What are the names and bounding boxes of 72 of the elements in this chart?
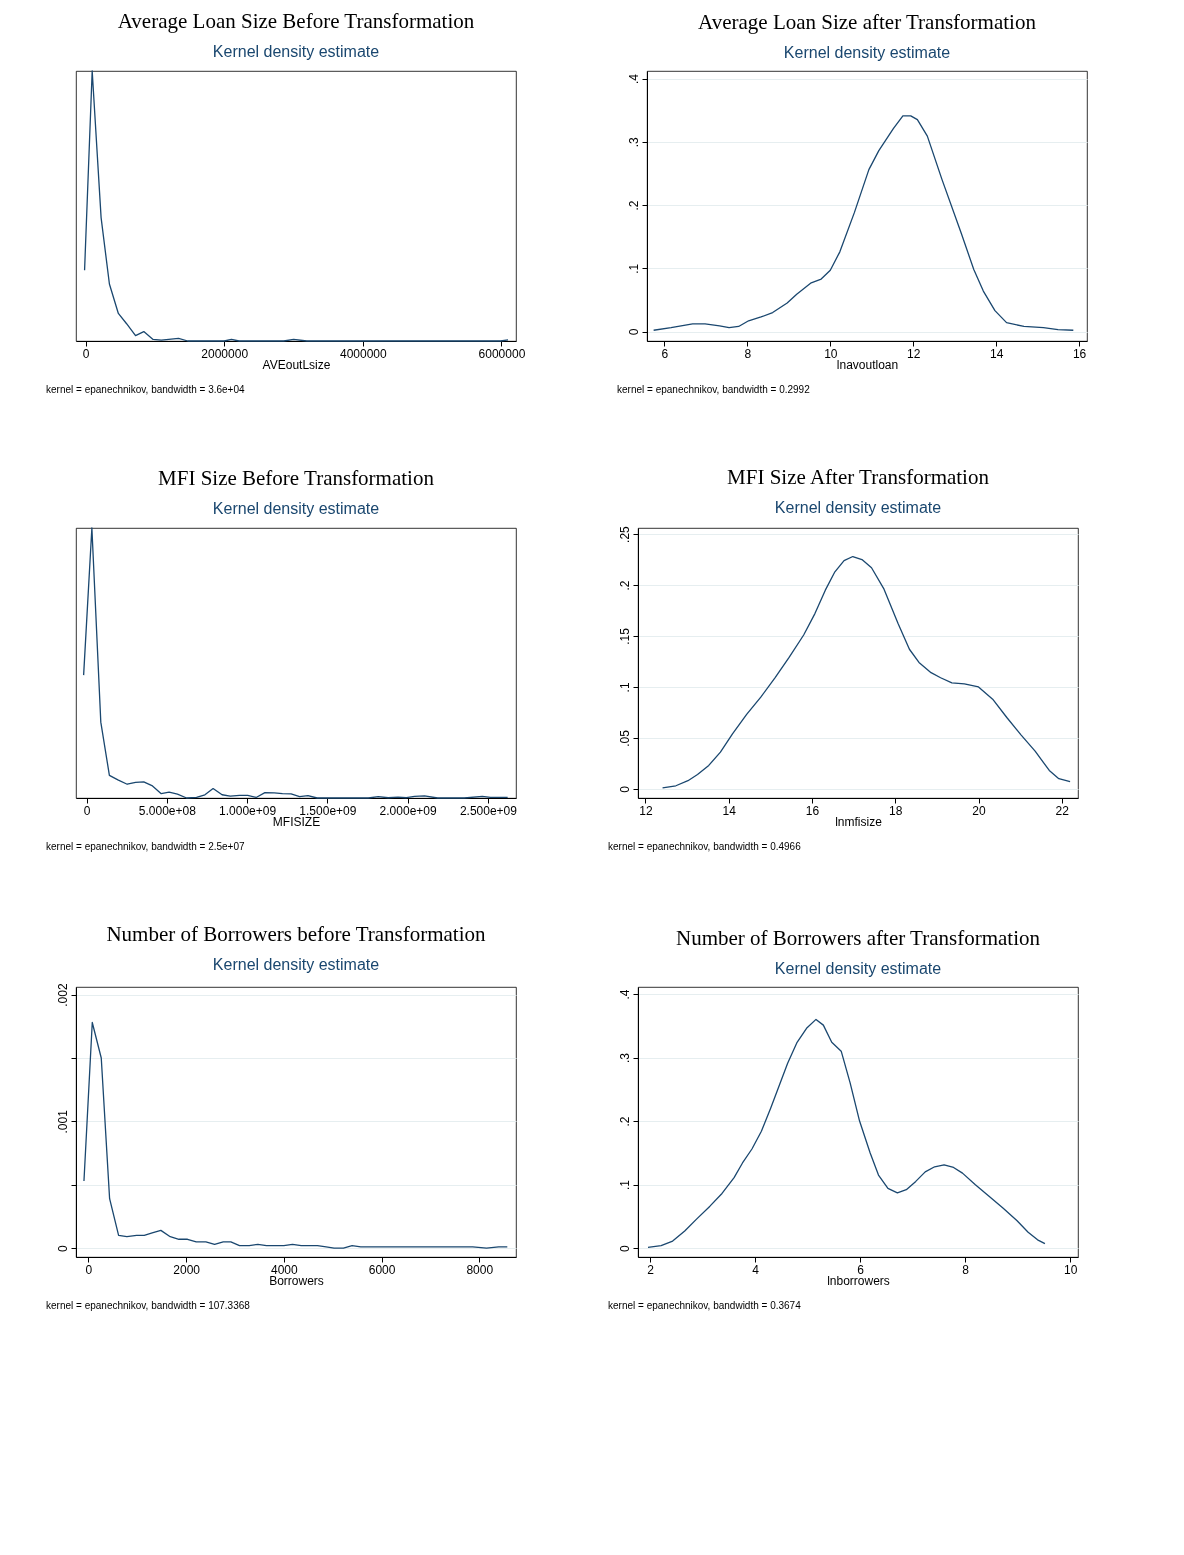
text: kernel = epanechnikov, bandwidth = 0.2992 [617,384,811,395]
y-tick-label: 0 [617,1244,632,1252]
text: kernel = epanechnikov, bandwidth = 0.3674 [608,1300,802,1311]
x-tick-label: 0 [82,346,90,361]
x-tick-label: 6000 [368,1262,396,1277]
y-tick-label: 0 [617,785,632,793]
y-tick-label: .05 [617,729,632,747]
chart-title: Average Loan Size Before Transformation [117,9,475,34]
chart-subtitle: Kernel density estimate [212,955,380,973]
x-tick-label: 20 [972,803,987,818]
y-tick-label: 0 [55,1244,70,1252]
line-series [647,1018,1046,1249]
x-axis-title: lnmfisize [835,814,883,829]
y-tick-label: .002 [55,983,70,1007]
x-tick-label: 4 [752,1262,760,1277]
x-tick-label: 2.000e+09 [379,803,437,818]
x-tick-label: 4000000 [339,346,387,361]
x-tick-label: 16 [805,803,820,818]
chart-subtitle: Kernel density estimate [774,960,942,977]
chart-subtitle: Kernel density estimate [212,43,380,61]
line-series [652,115,1074,331]
chart-title: Average Loan Size after Transformation [698,10,1037,34]
x-tick-label: 22 [1055,803,1070,818]
text: kernel = epanechnikov, bandwidth = 107.3368 [46,1300,251,1311]
x-tick-label: 0 [85,1262,93,1277]
x-axis-title: lnavoutloan [836,357,899,372]
y-tick-label: .1 [626,263,641,274]
x-tick-label: 8 [962,1262,970,1277]
y-tick-label: 0 [626,328,641,336]
x-tick-label: 14 [990,346,1004,361]
x-tick-label: 6000000 [478,346,526,361]
x-tick-label: 8 [744,346,752,361]
y-tick-label: .4 [617,989,632,1000]
x-tick-label: 2 [647,1262,655,1277]
x-tick-label: 8000 [466,1262,494,1277]
y-tick-label: .3 [617,1052,632,1064]
x-tick-label: 16 [1072,346,1087,361]
text: kernel = epanechnikov, bandwidth = 2.5e+07 [46,841,246,852]
chart-subtitle: Kernel density estimate [774,498,942,516]
x-tick-label: 10 [824,346,838,361]
y-tick-label: .2 [617,1116,632,1127]
x-tick-label: 14 [722,803,737,818]
text: kernel = epanechnikov, bandwidth = 3.6e+04 [46,384,246,395]
chart-title: Number of Borrowers after Transformation [676,926,1041,950]
y-tick-label: .4 [626,73,641,85]
chart-subtitle: Kernel density estimate [212,500,380,518]
x-tick-label: 12 [639,803,653,818]
y-tick-label: .3 [626,136,641,148]
y-tick-label: .15 [617,627,632,645]
x-tick-label: 18 [889,803,903,818]
chart-subtitle: Kernel density estimate [783,44,951,61]
x-tick-label: 2.500e+09 [459,803,518,818]
x-tick-label: 10 [1063,1262,1078,1277]
y-tick-label: .25 [617,525,632,543]
y-tick-label: .001 [55,1109,70,1134]
y-tick-label: .1 [617,1179,632,1191]
x-tick-label: 2000 [173,1262,201,1277]
chart-title: MFI Size After Transformation [727,464,990,489]
y-tick-label: .1 [617,682,632,693]
x-tick-label: 2000000 [201,346,249,361]
x-tick-label: 5.000e+08 [138,803,197,818]
chart-title: Number of Borrowers before Transformation [106,921,487,946]
line-series [661,555,1071,789]
x-tick-label: 6 [661,346,669,361]
x-axis-title: AVEoutLsize [262,357,331,372]
y-tick-label: .2 [626,200,641,211]
chart-title: MFI Size Before Transformation [158,466,435,491]
line-series [83,1021,508,1249]
y-tick-label: .2 [617,580,632,591]
x-tick-label: 12 [907,346,921,361]
x-tick-label: 0 [83,803,91,818]
text: kernel = epanechnikov, bandwidth = 0.4966 [608,841,802,852]
